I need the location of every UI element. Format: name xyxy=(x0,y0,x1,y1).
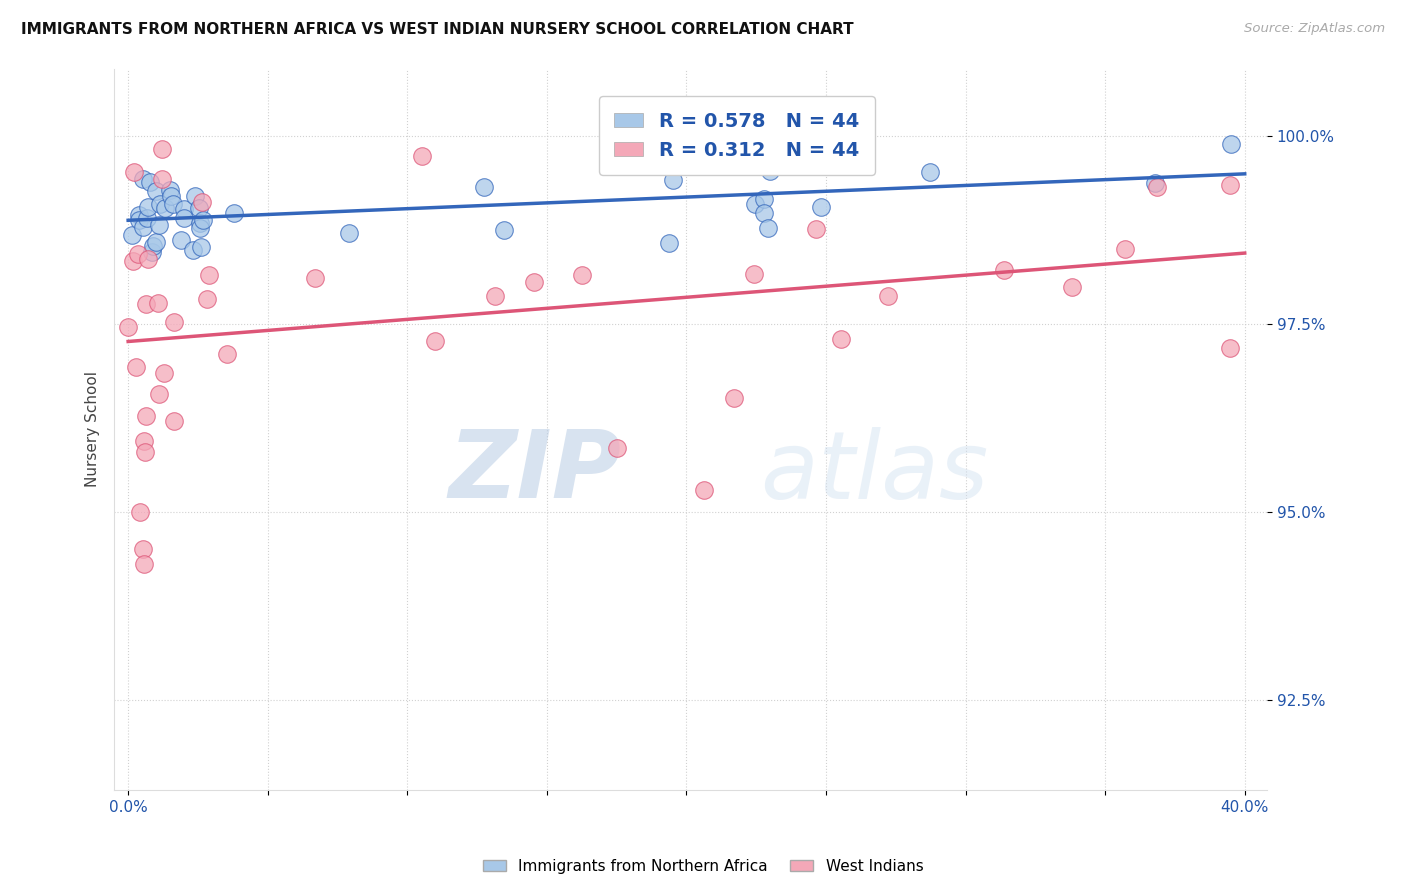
Point xyxy=(159,184,181,198)
Point xyxy=(918,165,941,179)
Point xyxy=(148,387,170,401)
Point xyxy=(148,218,170,232)
Text: atlas: atlas xyxy=(759,427,988,518)
Point xyxy=(195,292,218,306)
Point xyxy=(162,414,184,428)
Point xyxy=(134,445,156,459)
Point xyxy=(845,133,868,147)
Point xyxy=(804,222,827,236)
Point xyxy=(1144,176,1167,190)
Point xyxy=(1062,279,1084,293)
Point xyxy=(136,211,159,226)
Point xyxy=(1114,242,1136,256)
Point xyxy=(304,270,326,285)
Point xyxy=(134,434,156,449)
Point xyxy=(191,212,214,227)
Point xyxy=(128,208,150,222)
Point xyxy=(131,542,153,557)
Point xyxy=(149,197,172,211)
Point xyxy=(153,201,176,215)
Point xyxy=(742,267,765,281)
Point xyxy=(121,254,143,268)
Point xyxy=(173,202,195,216)
Point xyxy=(830,333,852,347)
Point xyxy=(817,153,839,168)
Point xyxy=(150,142,173,156)
Point xyxy=(122,165,145,179)
Point xyxy=(723,392,745,406)
Point xyxy=(744,197,766,211)
Point xyxy=(1219,341,1241,355)
Point xyxy=(1219,136,1241,151)
Point xyxy=(188,201,211,215)
Point xyxy=(181,243,204,257)
Text: Source: ZipAtlas.com: Source: ZipAtlas.com xyxy=(1244,22,1385,36)
Point xyxy=(127,247,149,261)
Point xyxy=(474,179,496,194)
Point xyxy=(135,409,157,424)
Point xyxy=(198,268,221,283)
Point xyxy=(494,223,516,237)
Point xyxy=(191,195,214,210)
Point xyxy=(138,252,160,266)
Point xyxy=(877,288,900,302)
Point xyxy=(163,315,186,329)
Point xyxy=(121,227,143,242)
Point xyxy=(606,441,628,455)
Point xyxy=(188,221,211,235)
Point xyxy=(132,558,155,572)
Point xyxy=(139,175,162,189)
Point xyxy=(131,219,153,234)
Point xyxy=(170,233,193,247)
Legend: Immigrants from Northern Africa, West Indians: Immigrants from Northern Africa, West In… xyxy=(477,853,929,880)
Point xyxy=(125,359,148,374)
Point xyxy=(150,172,173,186)
Text: IMMIGRANTS FROM NORTHERN AFRICA VS WEST INDIAN NURSERY SCHOOL CORRELATION CHART: IMMIGRANTS FROM NORTHERN AFRICA VS WEST … xyxy=(21,22,853,37)
Point xyxy=(411,149,433,163)
Point xyxy=(117,319,139,334)
Point xyxy=(662,173,685,187)
Point xyxy=(752,192,775,206)
Point xyxy=(337,226,360,240)
Point xyxy=(993,262,1015,277)
Point xyxy=(162,197,184,211)
Point xyxy=(142,239,165,253)
Point xyxy=(571,268,593,282)
Y-axis label: Nursery School: Nursery School xyxy=(86,371,100,487)
Point xyxy=(756,220,779,235)
Point xyxy=(810,200,832,214)
Point xyxy=(128,213,150,227)
Legend: R = 0.578   N = 44, R = 0.312   N = 44: R = 0.578 N = 44, R = 0.312 N = 44 xyxy=(599,96,875,175)
Point xyxy=(136,200,159,214)
Point xyxy=(128,505,150,519)
Point xyxy=(222,206,245,220)
Point xyxy=(148,296,170,310)
Point xyxy=(145,185,167,199)
Point xyxy=(658,235,681,250)
Point xyxy=(159,188,181,202)
Point xyxy=(183,189,205,203)
Point xyxy=(190,240,212,254)
Point xyxy=(523,275,546,289)
Point xyxy=(1146,180,1168,194)
Point xyxy=(1219,178,1241,193)
Point xyxy=(423,334,446,348)
Point xyxy=(693,483,716,497)
Point xyxy=(754,205,776,219)
Point xyxy=(141,244,163,259)
Point xyxy=(484,289,506,303)
Text: ZIP: ZIP xyxy=(449,426,621,518)
Point xyxy=(131,172,153,186)
Point xyxy=(188,216,211,230)
Point xyxy=(153,366,176,380)
Point xyxy=(135,297,157,311)
Point xyxy=(145,235,167,249)
Point xyxy=(215,346,238,360)
Point xyxy=(759,164,782,178)
Point xyxy=(173,211,195,226)
